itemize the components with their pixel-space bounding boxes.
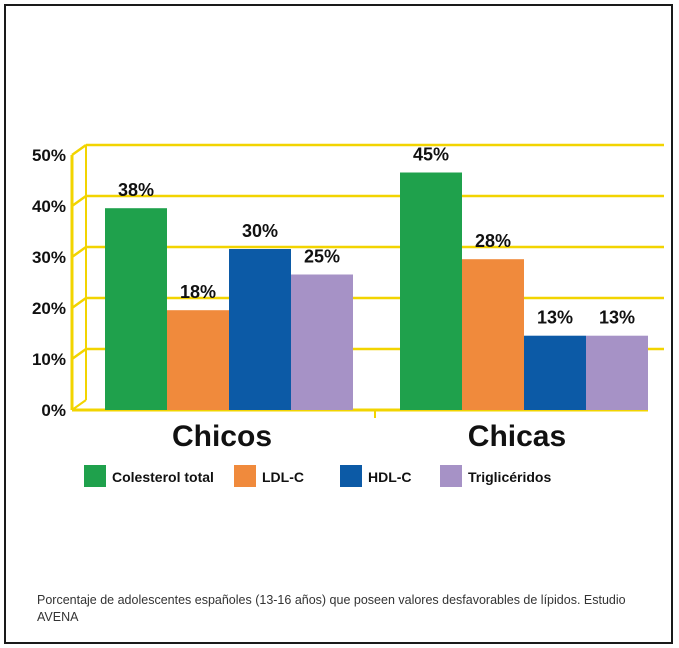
y-tick-label: 30% [32, 248, 66, 267]
y-tick-label: 50% [32, 146, 66, 165]
legend-label: Colesterol total [112, 469, 214, 485]
y-tick-label: 40% [32, 197, 66, 216]
legend-swatch [340, 465, 362, 487]
grid-line-slant [71, 194, 87, 208]
y-tick-label: 0% [41, 401, 66, 420]
bar-chicas-1 [462, 259, 524, 410]
data-label: 18% [180, 282, 216, 302]
bar-chicos-0 [105, 208, 167, 410]
data-label: 25% [304, 247, 340, 267]
legend-label: LDL-C [262, 469, 304, 485]
bars [105, 172, 648, 410]
legend-swatch [234, 465, 256, 487]
category-label: Chicos [172, 420, 272, 453]
bar-chicos-1 [167, 310, 229, 410]
legend-label: Triglicéridos [468, 469, 551, 485]
x-axis-slant [71, 399, 87, 411]
data-label: 13% [537, 308, 573, 328]
grid-line-slant [71, 143, 87, 157]
grid-line-slant [71, 347, 87, 361]
grid-line-slant [71, 245, 87, 259]
bar-chicas-3 [586, 335, 648, 410]
figure-caption: Porcentaje de adolescentes españoles (13… [37, 593, 626, 624]
y-tick-label: 20% [32, 299, 66, 318]
data-label: 28% [475, 231, 511, 251]
bar-chicas-0 [400, 172, 462, 410]
data-label: 38% [118, 180, 154, 200]
category-label: Chicas [468, 420, 566, 453]
grid-line-slant [71, 296, 87, 310]
legend: Colesterol total LDL-C HDL-C Triglicéridos [84, 465, 551, 487]
data-label: 13% [599, 308, 635, 328]
legend-label: HDL-C [368, 469, 412, 485]
legend-swatch [84, 465, 106, 487]
data-label: 45% [413, 145, 449, 165]
legend-swatch [440, 465, 462, 487]
bar-chicos-3 [291, 274, 353, 410]
bar-chicos-2 [229, 249, 291, 410]
data-label: 30% [242, 221, 278, 241]
bar-chicas-2 [524, 335, 586, 410]
y-tick-label: 10% [32, 350, 66, 369]
